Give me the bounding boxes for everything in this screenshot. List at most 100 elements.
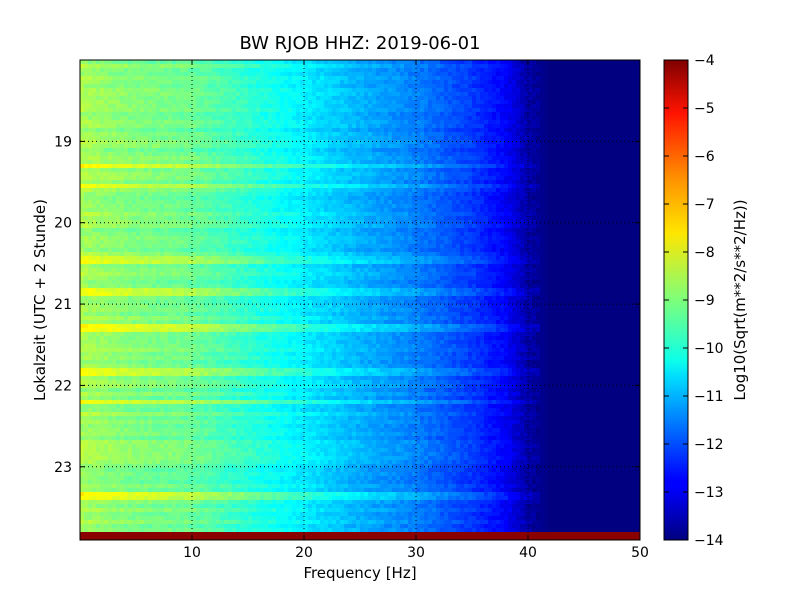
heatmap-cell [236, 144, 241, 149]
heatmap-cell [144, 132, 149, 137]
heatmap-cell [256, 148, 261, 153]
heatmap-cell [404, 76, 409, 81]
heatmap-cell [332, 140, 337, 145]
heatmap-cell [524, 132, 529, 137]
heatmap-cell [140, 68, 145, 73]
heatmap-cell [548, 108, 553, 113]
heatmap-cell [184, 84, 189, 89]
heatmap-cell [228, 132, 233, 137]
heatmap-cell [288, 104, 293, 109]
heatmap-cell [352, 168, 357, 173]
heatmap-cell [108, 88, 113, 93]
heatmap-cell [356, 88, 361, 93]
heatmap-cell [632, 100, 637, 105]
heatmap-cell [84, 64, 89, 69]
heatmap-cell [500, 184, 505, 189]
heatmap-cell [196, 148, 201, 153]
heatmap-cell [256, 84, 261, 89]
heatmap-cell [576, 92, 581, 97]
heatmap-cell [556, 128, 561, 133]
heatmap-cell [192, 96, 197, 101]
heatmap-cell [376, 148, 381, 153]
heatmap-cell [416, 156, 421, 161]
heatmap-cell [184, 92, 189, 97]
heatmap-cell [288, 112, 293, 117]
heatmap-cell [300, 76, 305, 81]
heatmap-cell [524, 68, 529, 73]
heatmap-cell [140, 140, 145, 145]
heatmap-cell [116, 180, 121, 185]
heatmap-cell [584, 88, 589, 93]
heatmap-cell [132, 148, 137, 153]
heatmap-cell [248, 160, 253, 165]
heatmap-cell [616, 120, 621, 125]
heatmap-cell [132, 120, 137, 125]
heatmap-cell [196, 196, 201, 201]
heatmap-cell [464, 168, 469, 173]
heatmap-cell [564, 128, 569, 133]
heatmap-cell [308, 96, 313, 101]
heatmap-cell [348, 64, 353, 69]
heatmap-cell [224, 92, 229, 97]
heatmap-cell [164, 156, 169, 161]
heatmap-cell [348, 144, 353, 149]
heatmap-cell [428, 184, 433, 189]
heatmap-cell [152, 196, 157, 201]
heatmap-cell [456, 200, 461, 205]
heatmap-cell [412, 152, 417, 157]
heatmap-cell [484, 196, 489, 201]
heatmap-cell [472, 156, 477, 161]
heatmap-cell [264, 80, 269, 85]
heatmap-cell [232, 172, 237, 177]
heatmap-cell [244, 64, 249, 69]
heatmap-cell [568, 192, 573, 197]
heatmap-cell [596, 132, 601, 137]
heatmap-cell [276, 64, 281, 69]
heatmap-cell [408, 112, 413, 117]
heatmap-cell [504, 152, 509, 157]
heatmap-cell [572, 164, 577, 169]
heatmap-cell [220, 96, 225, 101]
heatmap-cell [164, 192, 169, 197]
heatmap-cell [344, 140, 349, 145]
heatmap-cell [504, 76, 509, 81]
heatmap-cell [576, 80, 581, 85]
heatmap-cell [560, 164, 565, 169]
heatmap-cell [324, 156, 329, 161]
heatmap-cell [284, 176, 289, 181]
heatmap-cell [452, 76, 457, 81]
heatmap-cell [400, 124, 405, 129]
heatmap-cell [144, 152, 149, 157]
heatmap-cell [112, 176, 117, 181]
heatmap-cell [484, 192, 489, 197]
heatmap-cell [460, 116, 465, 121]
heatmap-cell [252, 68, 257, 73]
heatmap-cell [576, 68, 581, 73]
heatmap-cell [300, 128, 305, 133]
heatmap-cell [536, 148, 541, 153]
heatmap-cell [304, 168, 309, 173]
heatmap-cell [152, 156, 157, 161]
heatmap-cell [84, 88, 89, 93]
heatmap-cell [452, 180, 457, 185]
heatmap-cell [480, 196, 485, 201]
heatmap-cell [432, 184, 437, 189]
heatmap-cell [184, 100, 189, 105]
heatmap-cell [152, 176, 157, 181]
heatmap-cell [236, 120, 241, 125]
heatmap-cell [228, 80, 233, 85]
heatmap-cell [472, 116, 477, 121]
heatmap-cell [488, 180, 493, 185]
heatmap-cell [372, 136, 377, 141]
heatmap-cell [328, 152, 333, 157]
heatmap-cell [396, 164, 401, 169]
heatmap-cell [628, 176, 633, 181]
heatmap-cell [168, 80, 173, 85]
heatmap-cell [172, 108, 177, 113]
heatmap-cell [424, 100, 429, 105]
heatmap-cell [444, 64, 449, 69]
heatmap-cell [132, 92, 137, 97]
heatmap-cell [284, 200, 289, 205]
heatmap-cell [260, 140, 265, 145]
heatmap-cell [276, 200, 281, 205]
